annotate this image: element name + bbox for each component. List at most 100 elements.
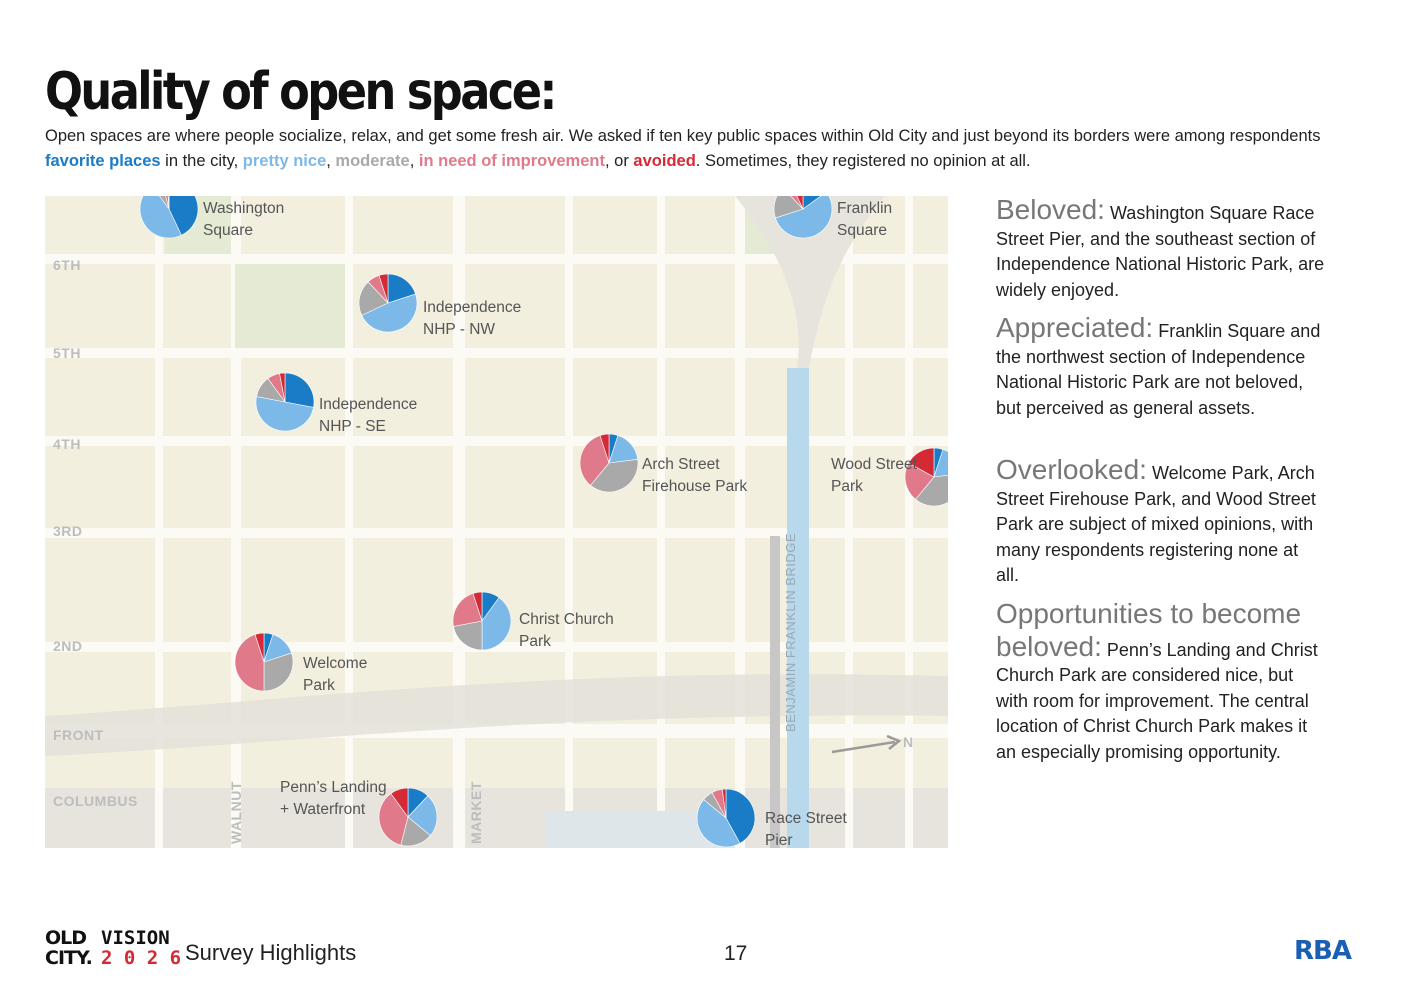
street-label: 3RD bbox=[53, 523, 83, 539]
pie-slice-avoided bbox=[254, 632, 265, 663]
insight-text: Penn’s Landing and Christ Church Park ar… bbox=[996, 639, 1318, 762]
pie-penn-s-landing-waterfront: Penn’s Landing + Waterfront bbox=[280, 779, 438, 847]
insight-opportunities: Opportunities to become beloved: Penn’s … bbox=[996, 598, 1326, 765]
page-number: 17 bbox=[724, 942, 748, 965]
pie-welcome-park: Welcome Park bbox=[234, 632, 367, 694]
old-city-vision-logo: OLD CITY. VISION 2 0 2 6 bbox=[45, 927, 181, 969]
pie-slice-favorite-places bbox=[725, 788, 756, 844]
map-base bbox=[45, 196, 948, 848]
pie-charts: Washington Square Franklin Square Independen… bbox=[139, 196, 948, 848]
pie-slice-avoided bbox=[279, 372, 286, 403]
legend-moderate: moderate bbox=[335, 151, 410, 170]
pie-label: Independence bbox=[423, 299, 521, 316]
street-label: 6TH bbox=[53, 257, 81, 273]
pie-wood-street-park: Wood Street Park bbox=[831, 447, 948, 507]
pie-slice-favorite-places bbox=[168, 196, 199, 236]
street-label: COLUMBUS bbox=[53, 793, 138, 809]
insight-appreciated: Appreciated: Franklin Square and the nor… bbox=[996, 312, 1326, 421]
pie-slice-avoided bbox=[796, 196, 804, 210]
pie-slice-in-need-of-improvement bbox=[452, 593, 483, 627]
insight-text: Welcome Park, Arch Street Firehouse Park… bbox=[996, 463, 1316, 585]
street-label: 4TH bbox=[53, 436, 81, 452]
legend-improvement: in need of improvement bbox=[418, 151, 605, 170]
pie-label: Arch Street bbox=[642, 456, 720, 473]
legend-favorite: favorite places bbox=[45, 151, 161, 170]
pie-slice-pretty-nice bbox=[933, 449, 948, 478]
pie-christ-church-park: Christ Church Park bbox=[452, 591, 614, 651]
logo-year: 2 0 2 6 bbox=[101, 947, 181, 969]
intro-paragraph: Open spaces are where people socialize, … bbox=[45, 124, 1345, 173]
rba-logo: RBA bbox=[1294, 936, 1352, 966]
map-canvas: 6TH 5TH 4TH 3RD 2ND FRONT COLUMBUS WALNU… bbox=[45, 196, 948, 848]
pie-label: Park bbox=[303, 677, 335, 694]
pie-slice-avoided bbox=[378, 273, 389, 304]
pie-label: Franklin bbox=[837, 200, 892, 217]
logo-city: CITY. bbox=[45, 947, 92, 969]
pie-slice-in-need-of-improvement bbox=[234, 634, 265, 692]
pie-slice-in-need-of-improvement bbox=[579, 435, 610, 486]
pie-arch-street-firehouse-park: Arch Street Firehouse Park bbox=[579, 433, 747, 495]
page-title: Quality of open space: bbox=[45, 62, 557, 122]
intro-text-end: . Sometimes, they registered no opinion … bbox=[695, 151, 1031, 170]
pie-slice-pretty-nice bbox=[407, 795, 438, 836]
pie-label: Firehouse Park bbox=[642, 478, 747, 495]
pie-label: + Waterfront bbox=[280, 801, 366, 818]
street-label: FRONT bbox=[53, 727, 104, 743]
north-label: N bbox=[903, 734, 914, 750]
pie-label: Park bbox=[831, 478, 863, 495]
insight-overlooked: Overlooked: Welcome Park, Arch Street Fi… bbox=[996, 454, 1326, 589]
insight-heading: Beloved: bbox=[996, 194, 1105, 225]
street-labels: 6TH 5TH 4TH 3RD 2ND FRONT COLUMBUS WALNU… bbox=[53, 257, 914, 844]
insight-text: Washington Square Race Street Pier, and … bbox=[996, 203, 1325, 300]
insight-heading: Opportunities to become beloved: bbox=[996, 598, 1302, 662]
pie-label: NHP - NW bbox=[423, 321, 495, 338]
pie-label: Park bbox=[519, 633, 551, 650]
pie-slice-pretty-nice bbox=[696, 799, 741, 848]
pie-label: Wood Street bbox=[831, 456, 918, 473]
pie-label: Penn’s Landing bbox=[280, 779, 387, 796]
pie-label: Race Street bbox=[765, 810, 848, 827]
pie-slice-avoided bbox=[390, 787, 409, 818]
pie-independence-nhp-nw: Independence NHP - NW bbox=[358, 273, 521, 338]
pie-slice-moderate bbox=[159, 196, 170, 210]
pie-independence-nhp-se: Independence NHP - SE bbox=[255, 372, 417, 435]
pie-slice-in-need-of-improvement bbox=[790, 196, 804, 210]
pie-race-street-pier: Race Street Pier bbox=[696, 788, 848, 848]
pie-label: Square bbox=[203, 222, 253, 239]
pie-slice-pretty-nice bbox=[481, 597, 512, 651]
pie-label: Square bbox=[837, 222, 887, 239]
intro-text: Open spaces are where people socialize, … bbox=[45, 127, 1321, 145]
pie-washington-square: Washington Square bbox=[139, 196, 284, 239]
pie-label: Welcome bbox=[303, 655, 367, 672]
insight-heading: Overlooked: bbox=[996, 454, 1147, 485]
pie-slice-moderate bbox=[453, 620, 483, 651]
pie-slice-pretty-nice bbox=[255, 396, 314, 432]
pie-label: Pier bbox=[765, 832, 793, 848]
intro-sep: , bbox=[409, 151, 419, 170]
intro-sep: , or bbox=[604, 151, 634, 170]
pie-slice-in-need-of-improvement bbox=[378, 793, 409, 846]
map: 6TH 5TH 4TH 3RD 2ND FRONT COLUMBUS WALNU… bbox=[45, 196, 948, 848]
logo-vision: VISION bbox=[101, 927, 170, 949]
insight-heading: Appreciated: bbox=[996, 312, 1154, 343]
intro-sep: in the city, bbox=[160, 151, 243, 170]
pie-slice-in-need-of-improvement bbox=[904, 462, 935, 500]
bridge-label: BENJAMIN FRANKLIN BRIDGE bbox=[783, 533, 798, 732]
pie-slice-favorite-places bbox=[387, 273, 416, 304]
street-label: 5TH bbox=[53, 345, 81, 361]
pie-slice-pretty-nice bbox=[775, 196, 833, 239]
pie-slice-favorite-places bbox=[284, 372, 315, 408]
logo-old: OLD bbox=[45, 927, 86, 949]
legend-avoided: avoided bbox=[633, 151, 696, 170]
pie-slice-avoided bbox=[599, 433, 610, 464]
pie-slice-moderate bbox=[358, 281, 389, 316]
pie-label: Washington bbox=[203, 200, 284, 217]
intro-sep: , bbox=[326, 151, 336, 170]
insight-beloved: Beloved: Washington Square Race Street P… bbox=[996, 194, 1326, 303]
pie-slice-pretty-nice bbox=[361, 293, 418, 333]
pie-slice-avoided bbox=[167, 196, 170, 210]
street-label: MARKET bbox=[468, 781, 484, 844]
pie-slice-pretty-nice bbox=[139, 196, 182, 239]
pie-slice-moderate bbox=[263, 652, 294, 692]
pie-franklin-square: Franklin Square bbox=[773, 196, 892, 239]
